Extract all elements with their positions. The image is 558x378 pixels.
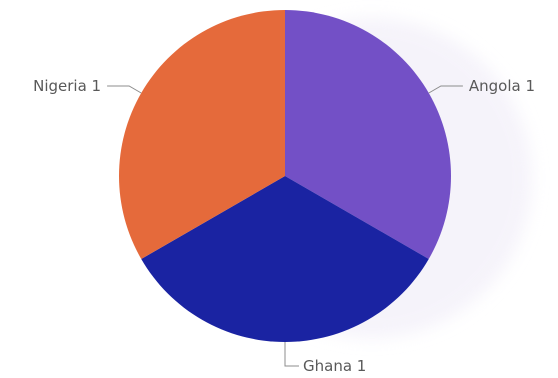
pie-slice-angola[interactable] [285, 10, 451, 259]
pie-slice-nigeria[interactable] [119, 10, 285, 259]
leader-line-ghana [284, 342, 299, 367]
data-label-ghana: Ghana 1 [303, 357, 366, 375]
leader-line-angola [428, 85, 463, 94]
data-label-angola: Angola 1 [469, 77, 535, 95]
pie-slice-ghana[interactable] [141, 176, 429, 342]
leader-line-nigeria [107, 85, 142, 94]
data-label-nigeria: Nigeria 1 [33, 77, 101, 95]
